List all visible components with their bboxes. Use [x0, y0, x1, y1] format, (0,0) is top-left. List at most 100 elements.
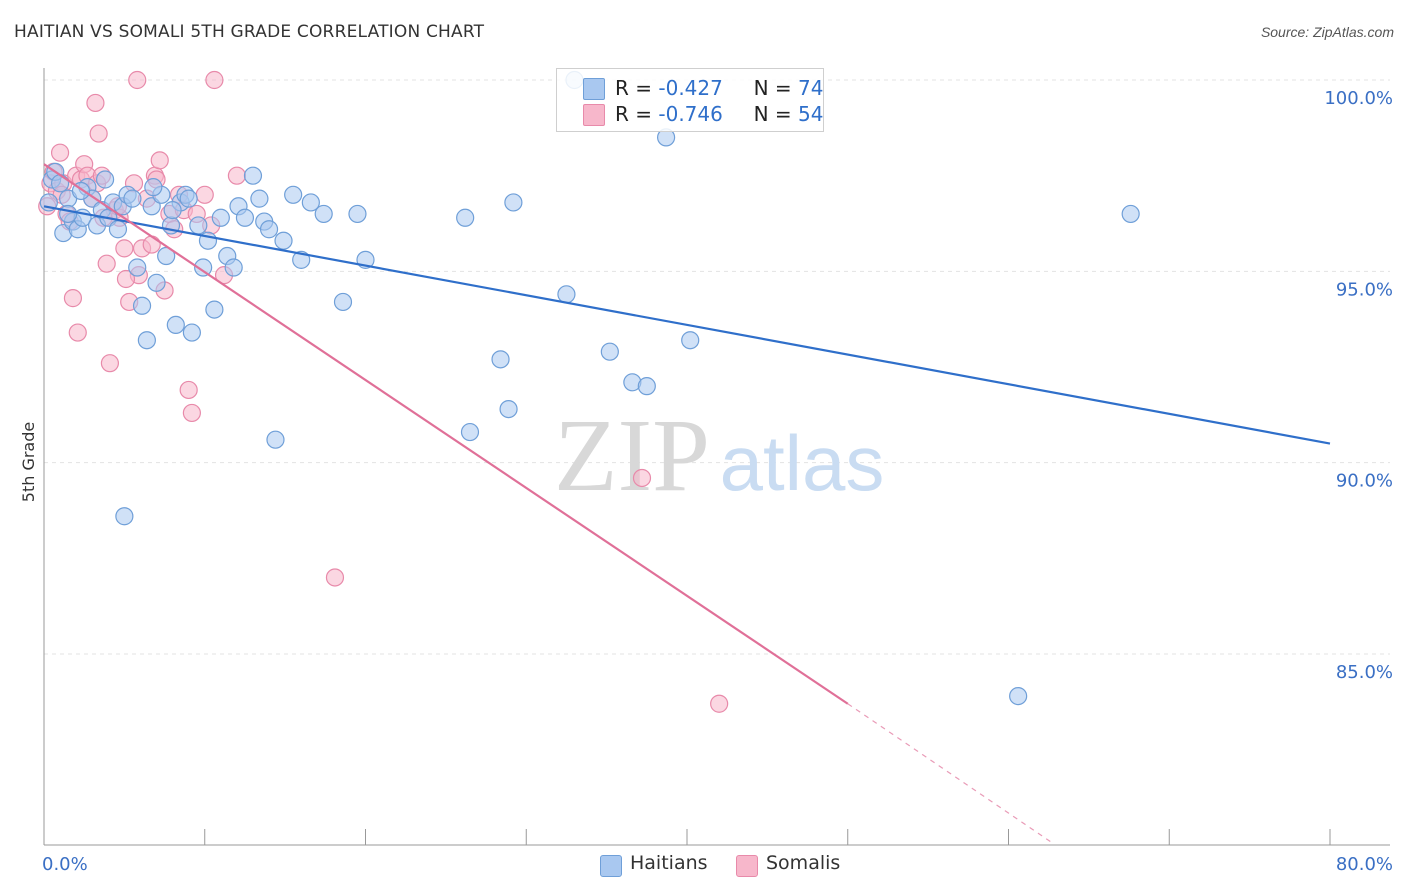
somalis-trend-extension: [847, 703, 1051, 843]
haitians-point: [456, 208, 475, 227]
y-tick-label: 85.0%: [1336, 662, 1393, 683]
somalis-swatch: [583, 104, 605, 126]
haitians-point: [132, 296, 152, 315]
somalis-legend-label: Somalis: [766, 852, 841, 874]
haitians-point: [557, 285, 576, 304]
haitians-point: [314, 204, 333, 224]
watermark-zip: ZIP: [554, 398, 710, 513]
legend-somalis-r-label: R =: [615, 102, 659, 126]
somalis-point: [63, 289, 83, 308]
haitians-point: [301, 193, 320, 212]
haitians-point: [166, 315, 185, 335]
chart-title: HAITIAN VS SOMALI 5TH GRADE CORRELATION …: [14, 22, 485, 42]
haitians-point: [284, 185, 303, 204]
haitians-point: [59, 204, 78, 224]
series-legend: Haitians Somalis: [0, 852, 1406, 878]
axis-layer: [43, 68, 1390, 846]
legend-somalis-n-value: 54: [798, 102, 824, 126]
y-axis-label: 5th Grade: [19, 422, 38, 502]
haitians-point: [224, 258, 243, 277]
haitians-trend-line: [43, 205, 1331, 445]
somalis-point: [89, 124, 108, 143]
haitians-legend-swatch: [600, 855, 622, 877]
haitians-point: [144, 178, 163, 197]
haitians-point: [123, 189, 142, 208]
haitians-legend-label: Haitians: [630, 852, 708, 874]
somalis-point: [128, 70, 147, 90]
haitians-point: [499, 399, 518, 419]
somalis-point: [150, 151, 169, 170]
somalis-point: [179, 380, 198, 400]
haitians-point: [182, 323, 201, 342]
haitians-point: [266, 430, 285, 449]
somalis-point: [115, 239, 134, 258]
somalis-point: [50, 143, 70, 162]
haitians-point: [274, 231, 293, 250]
haitians-point: [637, 377, 656, 396]
haitians-point: [491, 350, 510, 369]
somalis-trend-line: [43, 163, 849, 705]
haitians-point: [95, 170, 115, 189]
legend-somalis-n-label: N =: [753, 102, 799, 126]
haitians-point: [333, 292, 353, 312]
watermark: ZIP atlas: [554, 398, 884, 513]
haitians-point: [1009, 686, 1028, 706]
haitians-points: [39, 70, 1140, 706]
somalis-point: [116, 269, 136, 289]
correlation-legend: R = -0.427 N = 74 R = -0.746 N = 54: [556, 68, 824, 132]
haitians-point: [1121, 204, 1140, 224]
somalis-point: [325, 568, 345, 587]
haitians-point: [243, 166, 263, 185]
somalis-point: [632, 468, 652, 488]
haitians-point: [179, 189, 198, 208]
y-tick-label: 100.0%: [1324, 88, 1393, 109]
y-tick-label: 90.0%: [1336, 471, 1393, 492]
haitians-point: [235, 208, 255, 227]
x-tick-label: 80.0%: [1336, 854, 1393, 875]
legend-haitians-n-label: N =: [753, 76, 799, 100]
somalis-point: [182, 403, 201, 423]
haitians-point: [250, 189, 269, 208]
haitians-point: [50, 174, 70, 193]
haitians-point: [163, 201, 182, 220]
haitians-point: [348, 204, 367, 224]
legend-haitians-n-value: 74: [798, 76, 824, 100]
grid-layer: [44, 79, 1390, 655]
legend-somalis-r-value: -0.746: [658, 102, 723, 126]
haitians-point: [259, 220, 279, 239]
haitians-point: [460, 422, 480, 442]
haitians-point: [211, 208, 230, 227]
somalis-point: [86, 93, 105, 113]
haitians-point: [115, 507, 134, 526]
haitians-point: [128, 258, 147, 277]
haitians-point: [600, 342, 619, 361]
legend-haitians-r-label: R =: [615, 76, 659, 100]
somalis-point: [205, 70, 224, 90]
somalis-legend-swatch: [736, 855, 758, 877]
haitians-point: [205, 300, 224, 319]
somalis-point: [195, 185, 214, 204]
somalis-point: [68, 323, 87, 342]
trend-lines: [43, 163, 1331, 843]
haitians-point: [681, 331, 700, 350]
haitians-point: [189, 216, 208, 235]
somalis-point: [142, 235, 161, 254]
somalis-point: [100, 354, 120, 373]
tick-labels: 100.0% 95.0% 90.0% 85.0% 0.0% 80.0%: [42, 88, 1393, 875]
haitians-point: [147, 273, 166, 292]
somalis-point: [97, 254, 116, 273]
haitians-swatch: [583, 78, 605, 100]
chart-source: Source: ZipAtlas.com: [1260, 24, 1394, 40]
legend-haitians-r-value: -0.427: [658, 76, 723, 100]
haitians-point: [157, 246, 176, 266]
somalis-point: [227, 166, 246, 185]
haitians-point: [108, 220, 128, 239]
haitians-point: [137, 331, 156, 350]
x-tick-label: 0.0%: [42, 854, 88, 875]
somalis-point: [710, 694, 729, 713]
haitians-point: [504, 193, 523, 212]
haitians-point: [194, 258, 213, 277]
watermark-atlas: atlas: [720, 419, 885, 507]
y-tick-label: 95.0%: [1336, 279, 1393, 300]
